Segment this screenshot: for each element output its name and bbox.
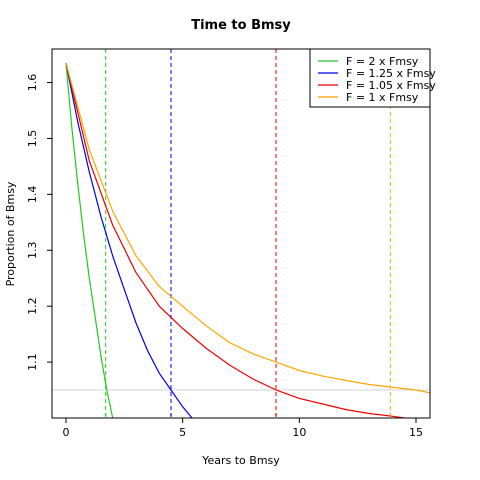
y-tick-label: 1.1 [26, 353, 39, 371]
legend-label-2: F = 1.25 x Fmsy [346, 67, 436, 80]
chart-title: Time to Bmsy [191, 18, 291, 33]
series-line-3 [65, 62, 405, 418]
marker-point-3: • [274, 412, 278, 419]
series-line-1 [65, 62, 114, 418]
x-tick-label: 0 [63, 426, 70, 439]
x-tick-label: 10 [292, 426, 306, 439]
y-axis-label: Proportion of Bmsy [4, 181, 17, 286]
y-tick-label: 1.6 [26, 74, 39, 92]
marker-point-2: • [169, 412, 173, 419]
series-line-4 [65, 62, 430, 394]
legend-box [309, 48, 431, 108]
y-axis: 1.1 1.2 1.3 1.4 1.5 1.6 [26, 74, 52, 371]
legend-label-3: F = 1.05 x Fmsy [346, 79, 436, 92]
y-tick-label: 1.2 [26, 297, 39, 315]
x-tick-label: 15 [409, 426, 423, 439]
legend-label-1: F = 2 x Fmsy [346, 55, 419, 68]
x-tick-label: 5 [179, 426, 186, 439]
series-line-2 [65, 62, 193, 418]
y-tick-label: 1.4 [26, 186, 39, 204]
legend-label-4: F = 1 x Fmsy [346, 91, 419, 104]
marker-point-1: • [104, 412, 108, 419]
y-tick-label: 1.5 [26, 130, 39, 148]
y-tick-label: 1.3 [26, 242, 39, 259]
plot-area: • • • • [52, 49, 430, 419]
plot-frame [51, 48, 431, 419]
x-axis: 0 5 10 15 [63, 418, 423, 439]
x-axis-label: Years to Bmsy [201, 454, 280, 467]
marker-point-4: • [389, 412, 393, 419]
